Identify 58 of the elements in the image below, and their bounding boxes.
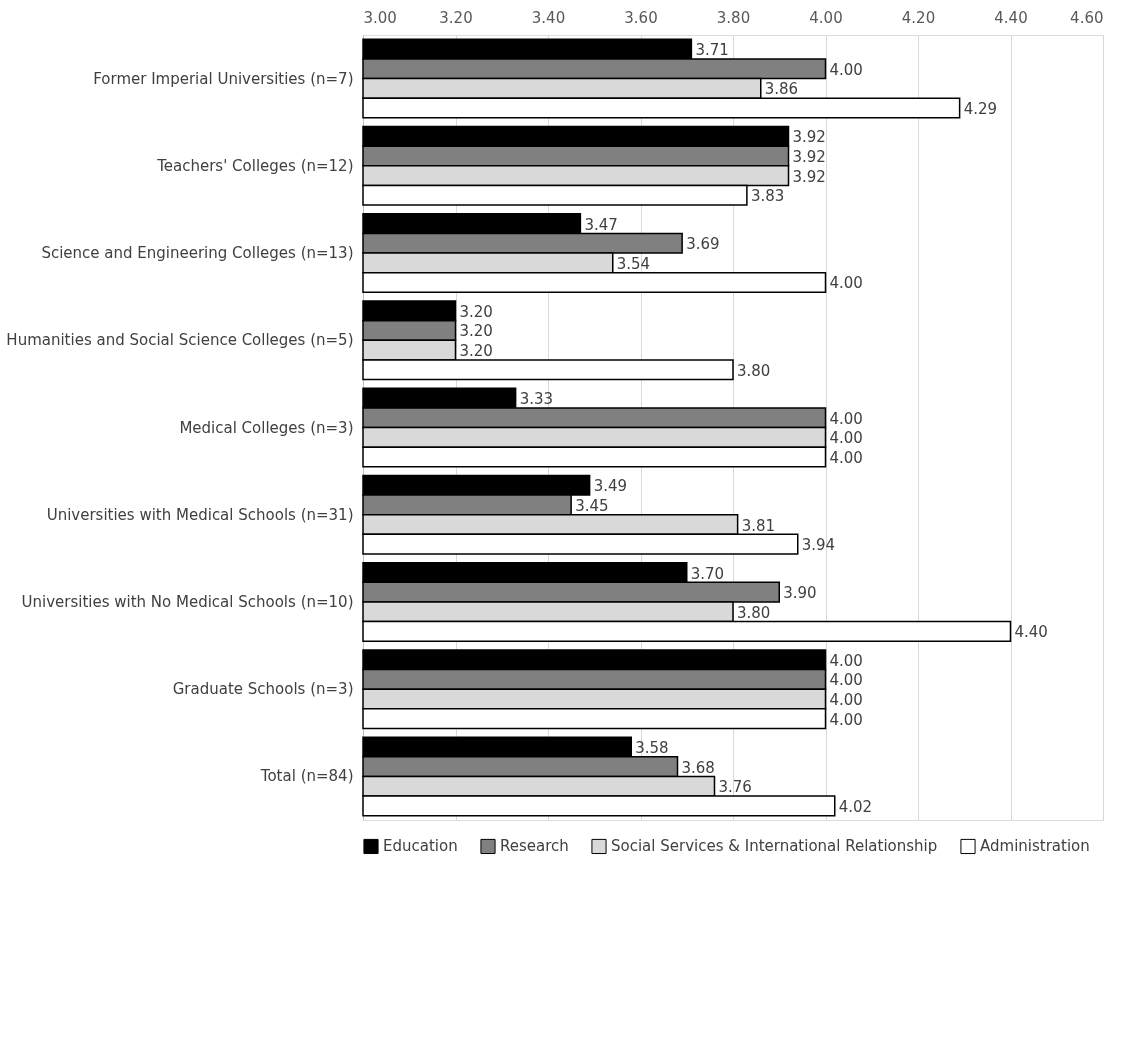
x-tick-label: 4.20 [901,8,936,27]
data-label: 3.20 [459,322,493,341]
data-label: 4.00 [829,60,863,79]
data-label: 3.33 [519,390,554,409]
legend-label: Social Services & International Relationship [611,837,938,856]
x-tick-label: 3.80 [716,8,751,27]
data-label: 4.00 [829,409,863,428]
data-label: 4.00 [829,429,863,448]
data-label: 3.92 [792,148,826,167]
data-label: 3.92 [792,128,826,147]
data-label: 3.86 [764,80,799,99]
y-tick-label: Graduate Schools (n=3) [172,680,354,699]
data-label: 3.49 [593,477,628,496]
data-label: 3.92 [792,167,826,186]
x-tick-label: 3.40 [531,8,566,27]
data-label: 3.94 [801,536,836,555]
data-label: 3.69 [686,235,720,254]
y-tick-label: Teachers' Colleges (n=12) [156,156,354,175]
data-label: 3.70 [690,564,725,583]
data-label: 4.00 [829,651,863,670]
legend-label: Research [500,837,569,856]
data-label: 4.00 [829,274,863,293]
legend-label: Administration [980,837,1090,856]
y-tick-label: Universities with No Medical Schools (n=10) [21,592,354,611]
x-tick-label: 4.60 [1070,8,1104,27]
y-tick-label: Universities with Medical Schools (n=31) [46,505,354,524]
legend-label: Education [383,837,458,856]
data-label: 3.47 [584,215,618,234]
data-label: 3.71 [695,41,729,60]
data-label: 3.83 [750,187,785,206]
data-label: 4.29 [963,100,998,119]
data-label: 3.58 [635,738,669,757]
data-label: 4.02 [838,797,873,816]
y-tick-label: Medical Colleges (n=3) [179,418,354,437]
y-tick-label: Science and Engineering Colleges (n=13) [41,244,354,263]
data-label: 3.45 [575,496,609,515]
data-label: 3.80 [737,361,771,380]
x-tick-label: 4.40 [994,8,1028,27]
data-label: 4.00 [829,690,863,709]
data-label: 3.90 [783,584,817,603]
data-label: 3.76 [718,778,752,797]
data-label: 4.00 [829,448,863,467]
x-tick-label: 3.00 [363,8,397,27]
x-tick-label: 4.00 [809,8,843,27]
y-tick-label: Total (n=84) [259,767,354,786]
data-label: 3.54 [616,254,651,273]
y-tick-label: Former Imperial Universities (n=7) [93,69,354,88]
x-tick-label: 3.60 [624,8,658,27]
data-label: 4.00 [829,671,863,690]
data-label: 3.68 [681,758,715,777]
data-label: 4.00 [829,710,863,729]
data-label: 3.20 [459,302,493,321]
y-tick-label: Humanities and Social Science Colleges (n=5) [6,331,354,350]
data-label: 3.20 [459,342,493,361]
data-label: 3.81 [741,516,776,535]
data-label: 4.40 [1014,623,1048,642]
data-label: 3.80 [737,603,771,622]
x-tick-label: 3.20 [439,8,473,27]
